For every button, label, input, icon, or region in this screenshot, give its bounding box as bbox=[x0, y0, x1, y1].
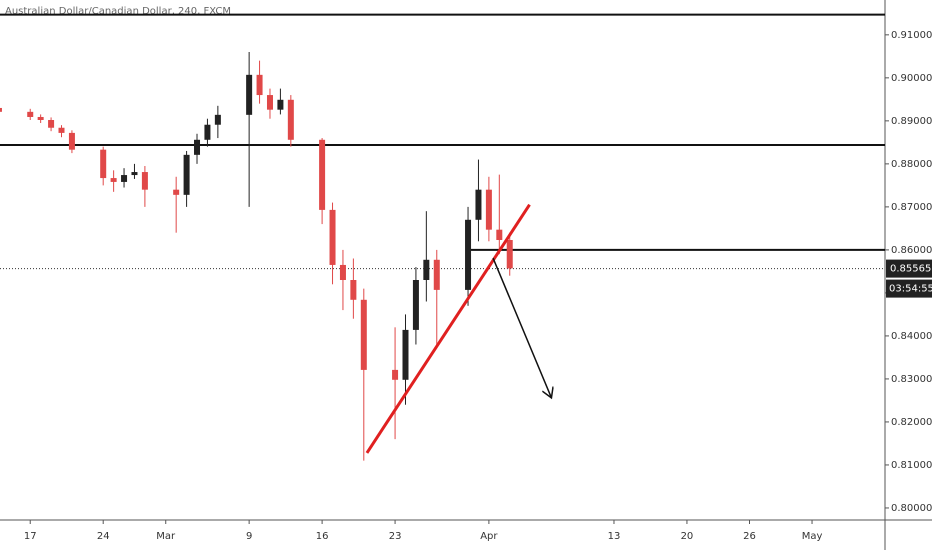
candle-body bbox=[121, 175, 128, 182]
x-tick-label: 24 bbox=[97, 531, 110, 542]
candle-body bbox=[506, 240, 513, 269]
candle-body bbox=[204, 124, 211, 140]
y-tick-label: 0.81000 bbox=[891, 460, 932, 471]
x-tick-label: 9 bbox=[246, 531, 252, 542]
y-tick-label: 0.83000 bbox=[891, 374, 932, 385]
candle-body bbox=[266, 95, 273, 110]
candle-body bbox=[350, 280, 357, 300]
candle-body bbox=[277, 99, 284, 110]
y-tick-label: 0.91000 bbox=[891, 30, 932, 41]
y-tick-label: 0.87000 bbox=[891, 202, 932, 213]
candle-body bbox=[329, 209, 336, 265]
candle-body bbox=[68, 132, 75, 150]
candle-body bbox=[246, 74, 253, 115]
x-tick-label: Mar bbox=[156, 531, 176, 542]
y-tick-label: 0.82000 bbox=[891, 417, 932, 428]
candle-body bbox=[496, 229, 503, 240]
chart-title: Australian Dollar/Canadian Dollar, 240, … bbox=[5, 6, 231, 17]
candle-body bbox=[131, 172, 138, 176]
countdown-box bbox=[886, 279, 932, 298]
y-tick-label: 0.88000 bbox=[891, 159, 932, 170]
x-tick-label: 20 bbox=[681, 531, 694, 542]
last-price-label: 0.85565 bbox=[890, 264, 931, 275]
candle-body bbox=[412, 280, 419, 330]
candle-body bbox=[433, 259, 440, 290]
last-price-box bbox=[886, 259, 932, 278]
candle-body bbox=[27, 111, 34, 117]
x-tick-label: 23 bbox=[389, 531, 402, 542]
arrow bbox=[492, 257, 551, 398]
candle-body bbox=[475, 189, 482, 220]
y-tick-label: 0.90000 bbox=[891, 73, 932, 84]
candle-body bbox=[110, 178, 117, 182]
candle-body bbox=[194, 139, 201, 155]
candle-body bbox=[339, 264, 346, 280]
trend-line bbox=[365, 203, 531, 454]
countdown-label: 03:54:55 bbox=[889, 284, 932, 295]
candle-body bbox=[141, 172, 148, 190]
candle-body bbox=[360, 299, 367, 370]
y-tick-label: 0.86000 bbox=[891, 245, 932, 256]
candle-body bbox=[183, 154, 190, 195]
candle-body bbox=[58, 127, 65, 133]
candle-body bbox=[214, 114, 221, 125]
y-tick-label: 0.89000 bbox=[891, 116, 932, 127]
candle-body bbox=[48, 120, 55, 128]
candle-body bbox=[392, 369, 399, 380]
candle-body bbox=[319, 139, 326, 210]
y-tick-label: 0.84000 bbox=[891, 331, 932, 342]
x-tick-label: May bbox=[802, 531, 823, 542]
candle-body bbox=[100, 149, 107, 179]
x-tick-label: 17 bbox=[24, 531, 37, 542]
x-tick-label: 13 bbox=[608, 531, 621, 542]
candle-body bbox=[173, 189, 180, 195]
x-tick-label: 26 bbox=[743, 531, 756, 542]
x-tick-label: Apr bbox=[480, 531, 498, 542]
y-tick-label: 0.80000 bbox=[891, 503, 932, 514]
candle-body bbox=[423, 259, 430, 280]
candle-body bbox=[465, 219, 472, 290]
candle-body bbox=[256, 74, 263, 96]
x-tick-label: 16 bbox=[316, 531, 329, 542]
candle-body bbox=[37, 116, 44, 120]
candle-body bbox=[287, 99, 294, 140]
candle-body bbox=[0, 107, 2, 112]
candle-body bbox=[485, 189, 492, 230]
candle-body bbox=[402, 329, 409, 380]
